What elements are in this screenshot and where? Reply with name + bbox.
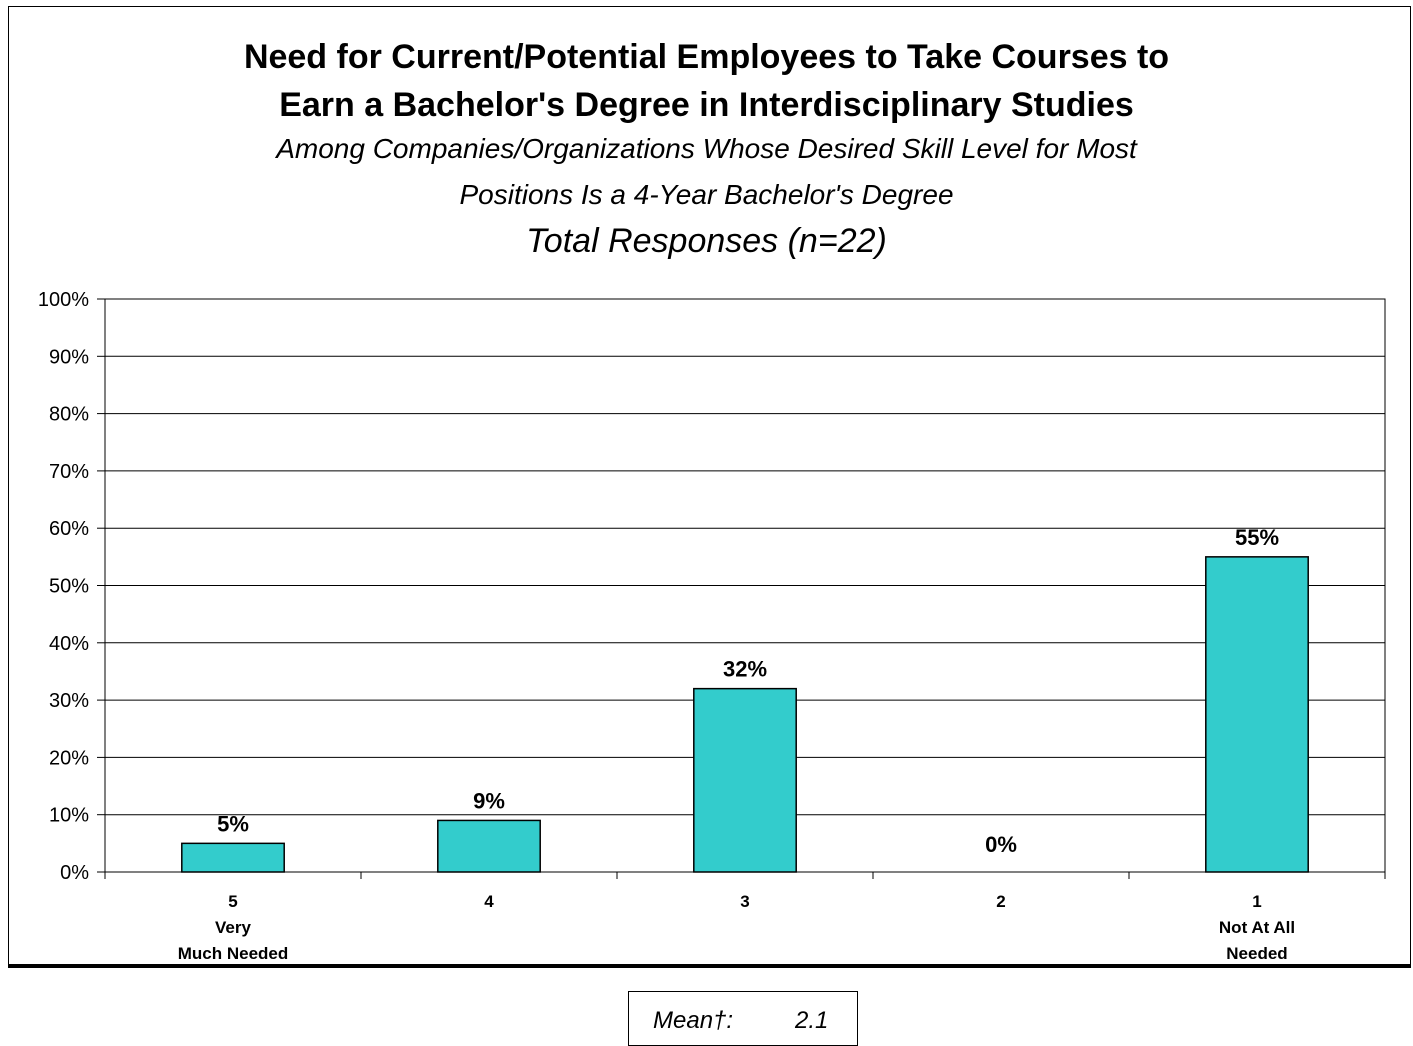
x-tick-label: 1 [1252,892,1261,911]
bar-chart: 0%10%20%30%40%50%60%70%80%90%100%5%5Very… [38,289,1386,963]
chart-total-responses: Total Responses (n=22) [526,222,887,260]
y-tick-label: 100% [38,289,89,311]
chart-title-line-2: Earn a Bachelor's Degree in Interdiscipl… [279,86,1134,124]
mean-label: Mean†: [653,1007,734,1034]
y-tick-label: 40% [49,633,89,655]
y-tick-label: 30% [49,690,89,712]
x-tick-label: Not At All [1219,918,1295,937]
bar [181,842,285,873]
x-tick-label: 3 [740,892,749,911]
mean-value: 2.1 [795,1007,829,1034]
x-tick-label: 2 [996,892,1005,911]
chart-title-line-1: Need for Current/Potential Employees to … [243,38,1170,76]
data-label: 9% [473,788,505,813]
data-label: 5% [217,811,249,836]
chart-subtitle-line-1: Among Companies/Organizations Whose Desi… [276,133,1137,164]
y-tick-label: 80% [49,404,89,426]
bar [437,819,541,873]
y-tick-label: 20% [49,747,89,769]
y-tick-label: 70% [49,461,89,483]
data-label: 32% [723,657,767,682]
data-label: 0% [985,832,1017,857]
x-tick-label: Much Needed [178,944,289,963]
y-tick-label: 0% [60,862,89,884]
y-tick-label: 60% [49,518,89,540]
bar [693,687,797,873]
x-tick-label: Very [215,918,251,937]
mean-box: Mean†: 2.1 [628,991,858,1046]
data-label: 55% [1235,525,1279,550]
y-tick-label: 90% [49,346,89,368]
y-tick-label: 10% [49,805,89,827]
x-tick-label: 4 [484,892,494,911]
bar [1205,556,1309,873]
chart-subtitle-line-2: Positions Is a 4-Year Bachelor's Degree [459,179,954,210]
x-tick-label: 5 [228,892,237,911]
y-tick-label: 50% [49,576,89,598]
x-tick-label: Needed [1226,944,1287,963]
